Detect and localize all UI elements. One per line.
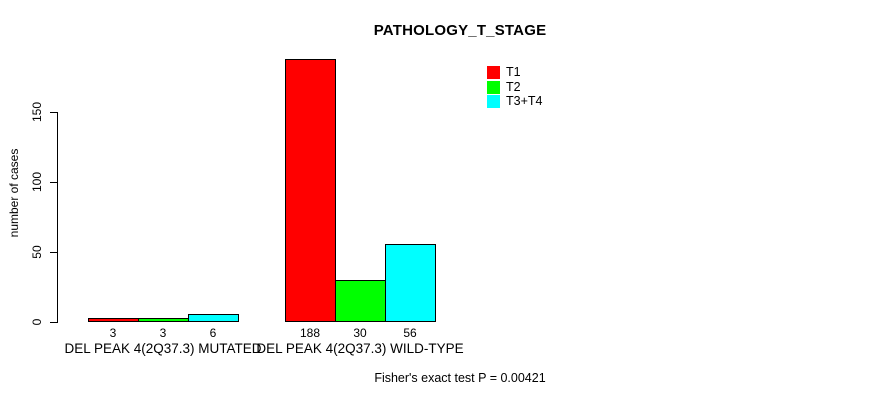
legend-item: T3+T4	[487, 95, 542, 108]
bar-t3+t4	[188, 314, 239, 322]
bar-value-label: 6	[209, 326, 217, 340]
bar-value-label: 188	[299, 326, 321, 340]
y-tick-label: 100	[30, 171, 44, 193]
y-tick-label: 150	[30, 101, 44, 123]
annotation-text: Fisher's exact test P = 0.00421	[374, 371, 546, 385]
bar-value-label: 30	[353, 326, 367, 340]
y-tick	[50, 182, 57, 183]
bar-value-label: 3	[109, 326, 117, 340]
legend: T1 T2 T3+T4	[487, 66, 542, 110]
y-tick-label: 50	[30, 245, 44, 259]
y-axis-label: number of cases	[7, 148, 21, 238]
y-tick	[50, 112, 57, 113]
y-tick	[50, 252, 57, 253]
legend-swatch	[487, 95, 500, 108]
legend-label: T2	[506, 79, 521, 94]
bar-value-label: 56	[403, 326, 417, 340]
legend-swatch	[487, 66, 500, 79]
group-label: DEL PEAK 4(2Q37.3) MUTATED	[64, 341, 262, 356]
bar-value-label: 3	[159, 326, 167, 340]
y-tick	[50, 322, 57, 323]
legend-item: T2	[487, 79, 542, 94]
bar-t2	[335, 280, 386, 322]
chart-title: PATHOLOGY_T_STAGE	[373, 22, 547, 39]
legend-label: T1	[506, 65, 521, 79]
bar-t2	[138, 318, 189, 322]
bar-t1	[88, 318, 139, 322]
bar-t3+t4	[385, 244, 436, 322]
y-tick-label: 0	[30, 318, 44, 326]
legend-swatch	[487, 80, 500, 94]
legend-label: T3+T4	[506, 94, 543, 108]
legend-item: T1	[487, 66, 542, 79]
y-axis-line	[57, 112, 58, 323]
group-label: DEL PEAK 4(2Q37.3) WILD-TYPE	[256, 341, 464, 356]
bar-t1	[285, 59, 336, 322]
